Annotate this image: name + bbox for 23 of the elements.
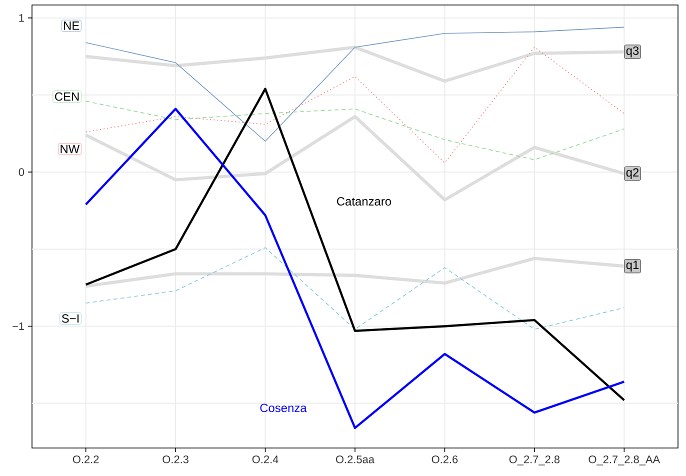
- line-series: [85, 26, 625, 142]
- x-tick-label: O.2.3: [162, 456, 188, 464]
- x-tick-label: O.2.4: [252, 456, 278, 464]
- x-tick-label: O_2.7_2.8_AA: [588, 456, 660, 466]
- y-tick-label: −1: [12, 322, 24, 330]
- legend-label: CEN: [55, 92, 79, 101]
- legend-label: NE: [64, 22, 80, 30]
- line-series: [85, 247, 625, 330]
- text: Cosenza: [260, 404, 307, 412]
- legend-label: S−I: [62, 314, 79, 323]
- legend-label: NW: [60, 144, 80, 154]
- x-tick-label: O_2.7_2.8: [509, 456, 560, 466]
- series-label: q2: [626, 168, 639, 180]
- x-tick-label: O.2.6: [432, 456, 458, 464]
- series-label: q3: [626, 46, 639, 58]
- x-tick-label: O.2.5aa: [336, 456, 374, 464]
- text: Catanzaro: [337, 197, 392, 206]
- x-tick-label: O.2.2: [72, 456, 99, 464]
- line-series: [85, 46, 625, 164]
- y-tick-label: 1: [19, 14, 24, 22]
- y-tick-label: 0: [18, 168, 24, 176]
- line-series: [85, 100, 625, 160]
- series-label: q1: [626, 260, 639, 272]
